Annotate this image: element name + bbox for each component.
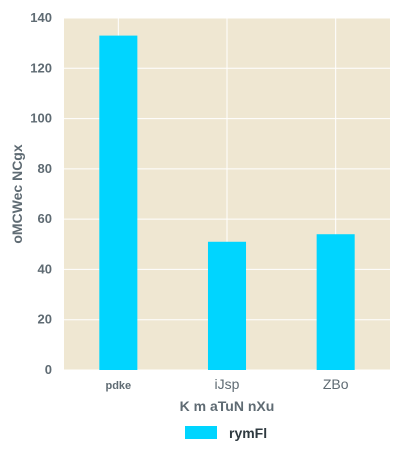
x-tick-label: ZBo [323,376,349,392]
y-axis-ticks: 0 20 40 60 80 100 120 140 [30,10,52,377]
y-tick-label: 60 [38,211,52,226]
bar-iJsp [207,241,247,370]
y-tick-label: 20 [38,312,52,327]
y-tick-label: 0 [45,362,52,377]
x-axis-ticks: pdke iJsp ZBo [105,376,348,392]
x-tick-label: pdke [105,380,131,392]
y-tick-label: 120 [30,60,52,75]
bars [99,35,355,370]
y-tick-label: 100 [30,111,52,126]
x-axis-label: K m aTuN nXu [180,398,275,414]
legend: rymFl [185,425,267,441]
y-tick-label: 80 [38,161,52,176]
y-tick-label: 140 [30,10,52,25]
legend-label: rymFl [229,425,267,441]
legend-swatch [185,426,217,439]
bar-ZBo [316,234,355,370]
y-axis-label: oMCWec NCgx [9,144,25,244]
y-tick-label: 40 [38,261,52,276]
x-tick-label: iJsp [215,376,240,392]
bar-pdke [99,35,138,370]
